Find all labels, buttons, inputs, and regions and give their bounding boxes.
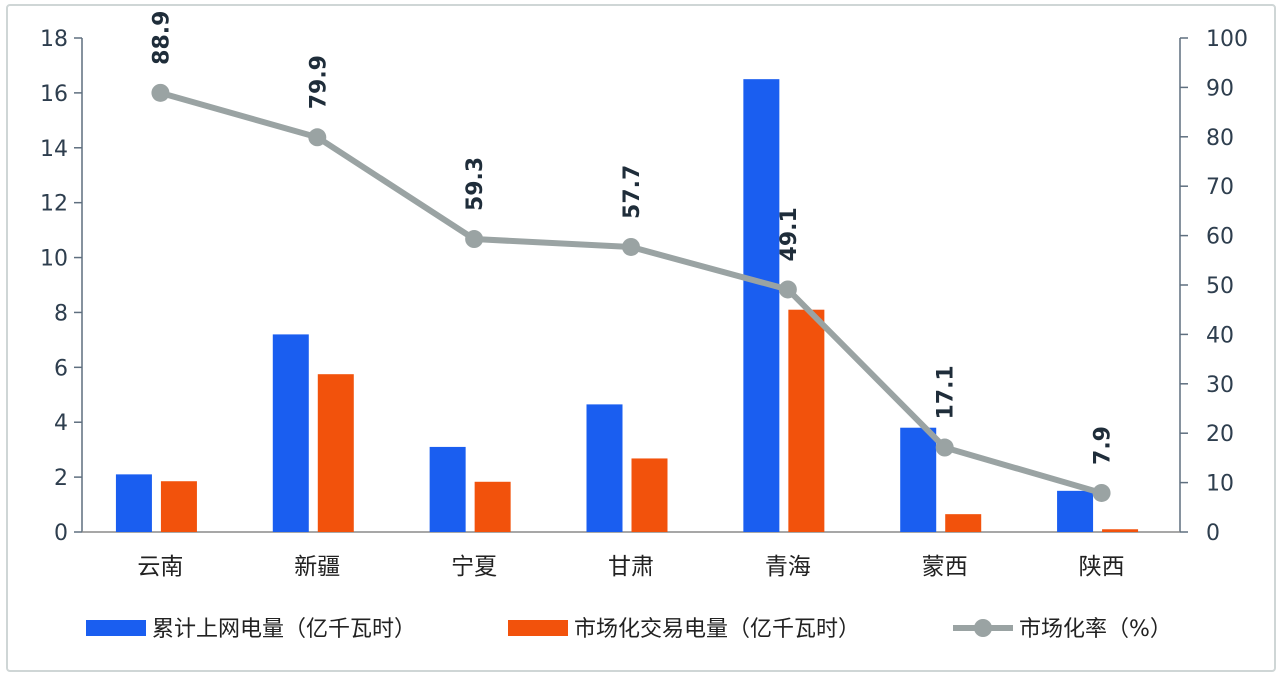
bar-grid-power	[272, 334, 309, 532]
left-tick-label: 14	[40, 137, 68, 162]
legend-label: 市场化交易电量（亿千瓦时）	[574, 617, 860, 642]
left-tick-label: 18	[40, 27, 68, 52]
bar-market-trade	[317, 374, 354, 532]
rate-data-label: 17.1	[934, 365, 959, 419]
legend-swatch	[508, 620, 568, 636]
right-tick-label: 80	[1206, 126, 1234, 151]
legend-label: 累计上网电量（亿千瓦时）	[152, 617, 416, 642]
legend-swatch	[86, 620, 146, 636]
market-rate-point	[778, 280, 797, 299]
market-rate-point	[308, 128, 327, 147]
bar-market-trade	[945, 514, 982, 532]
rate-data-label: 49.1	[777, 207, 802, 261]
category-label: 陕西	[1079, 554, 1125, 580]
left-tick-label: 8	[54, 301, 68, 326]
bar-grid-power	[586, 404, 623, 532]
bar-market-trade	[788, 309, 825, 532]
rate-data-label: 59.3	[463, 157, 488, 211]
bar-grid-power	[115, 474, 152, 532]
right-tick-label: 20	[1206, 422, 1234, 447]
right-tick-label: 50	[1206, 274, 1234, 299]
right-tick-label: 40	[1206, 323, 1234, 348]
right-tick-label: 60	[1206, 225, 1234, 250]
right-tick-label: 90	[1206, 76, 1234, 101]
legend-label: 市场化率（%）	[1019, 617, 1172, 642]
right-tick-label: 0	[1206, 521, 1220, 546]
bar-market-trade	[160, 481, 197, 532]
left-tick-label: 2	[54, 466, 68, 491]
bar-grid-power	[429, 446, 466, 532]
chart-frame	[6, 4, 1276, 672]
bar-grid-power	[743, 79, 780, 533]
category-label: 宁夏	[451, 554, 497, 580]
market-rate-point	[151, 83, 170, 102]
left-tick-label: 6	[54, 356, 68, 381]
bar-market-trade	[631, 458, 668, 532]
left-tick-label: 10	[40, 247, 68, 272]
left-tick-label: 16	[40, 82, 68, 107]
right-tick-label: 70	[1206, 175, 1234, 200]
left-tick-label: 12	[40, 192, 68, 217]
bar-market-trade	[1102, 529, 1139, 532]
right-tick-label: 10	[1206, 472, 1234, 497]
left-tick-label: 0	[54, 521, 68, 546]
bar-grid-power	[1057, 490, 1094, 532]
market-rate-point	[465, 230, 484, 249]
rate-data-label: 57.7	[620, 165, 645, 219]
category-label: 甘肃	[608, 554, 654, 580]
market-rate-point	[1092, 483, 1111, 502]
category-label: 青海	[765, 554, 811, 580]
category-label: 蒙西	[922, 554, 968, 580]
category-label: 云南	[137, 554, 183, 580]
rate-data-label: 79.9	[306, 55, 331, 109]
right-tick-label: 30	[1206, 373, 1234, 398]
rate-data-label: 7.9	[1091, 426, 1116, 465]
left-tick-label: 4	[54, 411, 68, 436]
legend-swatch-marker	[974, 619, 992, 637]
right-tick-label: 100	[1206, 27, 1248, 52]
rate-data-label: 88.9	[149, 11, 174, 65]
category-label: 新疆	[294, 554, 340, 580]
bar-grid-power	[900, 427, 937, 532]
market-rate-point	[622, 237, 640, 256]
market-rate-point	[935, 438, 954, 457]
bar-market-trade	[474, 481, 511, 532]
